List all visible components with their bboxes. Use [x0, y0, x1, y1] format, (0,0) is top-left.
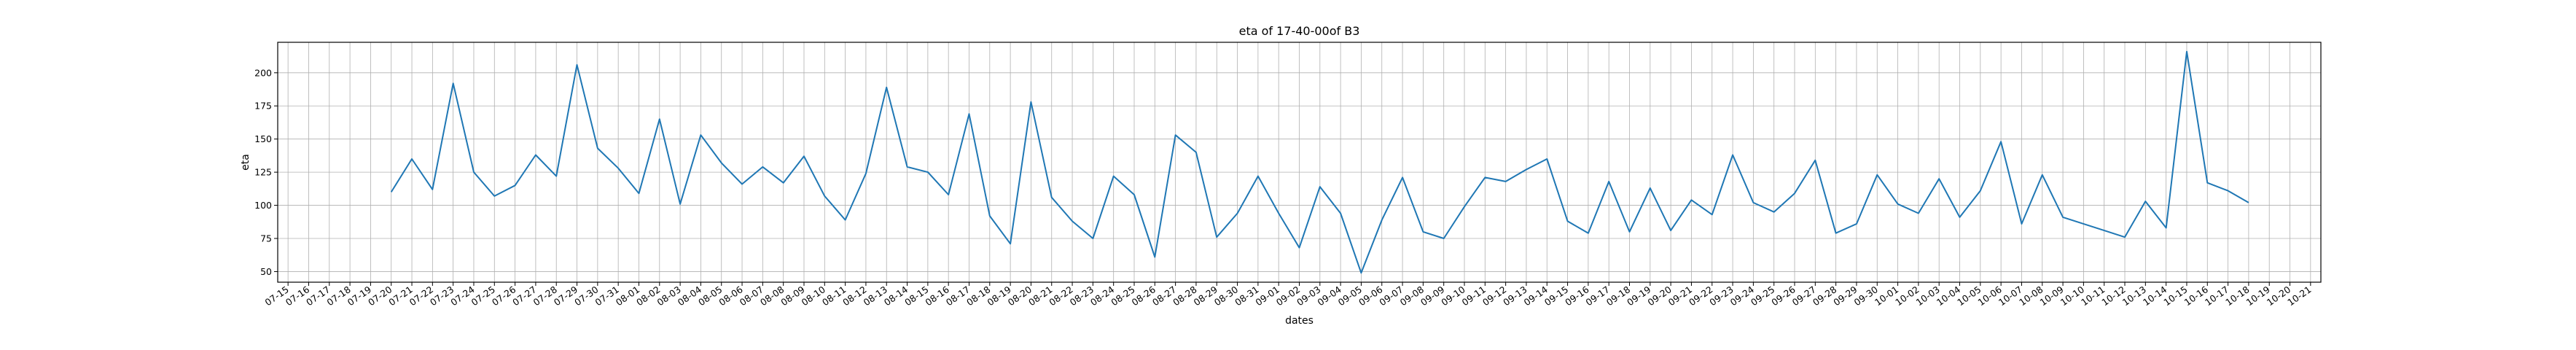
y-axis-label: eta — [240, 154, 251, 171]
series-layer — [390, 50, 2249, 274]
y-axis-ticks: 50 75 100 125 150 175 200 — [254, 67, 278, 277]
y-tick-label: 200 — [254, 67, 272, 78]
y-tick-label: 75 — [260, 233, 272, 244]
chart-title: eta of 17-40-00of B3 — [1239, 24, 1360, 38]
y-tick-label: 125 — [254, 167, 272, 178]
x-axis-label: dates — [1285, 315, 1314, 327]
y-tick-label: 150 — [254, 133, 272, 144]
y-tick-label: 100 — [254, 200, 272, 211]
y-tick-label: 50 — [260, 266, 272, 277]
series-line — [390, 50, 2249, 274]
y-tick-label: 175 — [254, 101, 272, 112]
